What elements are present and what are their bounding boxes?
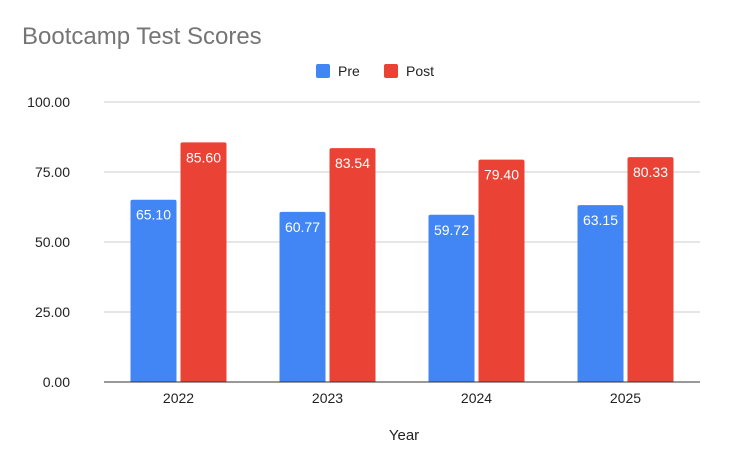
- data-label: 83.54: [335, 155, 370, 171]
- data-label: 59.72: [434, 222, 469, 238]
- legend-swatch-pre: [316, 64, 330, 78]
- y-tick-label: 0.00: [43, 374, 70, 390]
- bars: [130, 142, 674, 382]
- x-tick-label: 2024: [461, 390, 492, 406]
- x-tick-label: 2023: [312, 390, 343, 406]
- bar-data-labels: 65.10 85.60 60.77 83.54 59.72 79.40 63.15 80.33: [136, 149, 668, 237]
- bar-post-2025: [627, 157, 674, 382]
- bar-pre-2022: [130, 199, 177, 382]
- bar-post-2022: [180, 142, 227, 382]
- data-label: 80.33: [633, 164, 668, 180]
- y-axis-tick-labels: 0.00 25.00 50.00 75.00 100.00: [27, 94, 70, 390]
- legend-label-pre: Pre: [338, 63, 360, 79]
- data-label: 60.77: [285, 219, 320, 235]
- data-label: 63.15: [583, 212, 618, 228]
- bar-post-2024: [478, 159, 525, 382]
- y-tick-label: 75.00: [35, 164, 70, 180]
- bar-post-2023: [329, 148, 376, 382]
- data-label: 79.40: [484, 167, 519, 183]
- x-axis-label: Year: [389, 427, 419, 444]
- bar-pre-2025: [577, 205, 624, 382]
- x-tick-label: 2022: [163, 390, 194, 406]
- data-label: 85.60: [186, 149, 221, 165]
- x-tick-label: 2025: [610, 390, 641, 406]
- y-tick-label: 100.00: [27, 94, 70, 110]
- legend-swatch-post: [384, 64, 398, 78]
- data-label: 65.10: [136, 207, 171, 223]
- legend: Pre Post: [316, 63, 434, 79]
- x-axis-tick-labels: 2022 2023 2024 2025: [163, 390, 641, 406]
- legend-label-post: Post: [406, 63, 434, 79]
- chart-title: Bootcamp Test Scores: [22, 23, 262, 50]
- y-tick-label: 25.00: [35, 304, 70, 320]
- bar-pre-2023: [279, 211, 326, 382]
- bar-pre-2024: [428, 214, 475, 382]
- y-tick-label: 50.00: [35, 234, 70, 250]
